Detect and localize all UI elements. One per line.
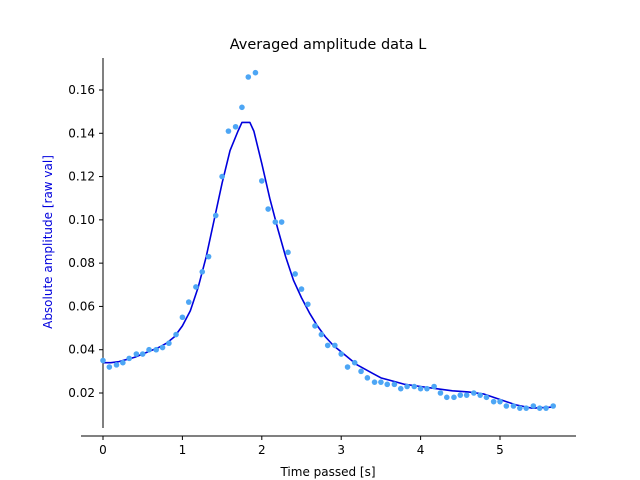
x-tick-label: 2	[258, 443, 266, 457]
x-axis-label: Time passed [s]	[279, 465, 375, 479]
data-point	[120, 359, 126, 366]
data-point	[100, 357, 106, 364]
y-ticks: 0.02 0.04 0.06 0.08 0.10 0.12 0.14 0.16	[68, 83, 103, 400]
data-point	[278, 219, 285, 225]
x-tick-label: 5	[496, 443, 504, 457]
data-point	[324, 342, 331, 349]
y-tick-label: 0.06	[68, 299, 95, 313]
data-point	[397, 385, 404, 392]
x-tick-label: 0	[99, 443, 107, 457]
data-point	[239, 104, 245, 111]
data-point	[193, 284, 199, 290]
data-point	[185, 299, 192, 305]
data-point	[424, 385, 430, 392]
data-point	[305, 301, 311, 308]
y-tick-label: 0.08	[68, 256, 95, 270]
data-point	[179, 314, 186, 321]
data-point	[113, 362, 120, 368]
data-point	[444, 394, 450, 401]
x-tick-label: 3	[337, 443, 345, 457]
data-point	[285, 249, 291, 256]
data-point	[483, 394, 490, 401]
data-point	[133, 351, 140, 357]
data-point	[106, 364, 113, 370]
data-point	[212, 212, 219, 219]
data-point	[199, 269, 206, 275]
y-tick-label: 0.16	[68, 83, 95, 97]
data-point	[232, 123, 239, 130]
chart-title: Averaged amplitude data L	[230, 37, 427, 53]
fit-line-layer	[103, 121, 554, 409]
data-point	[225, 128, 232, 134]
data-point	[332, 342, 338, 349]
data-point	[497, 398, 503, 405]
data-point	[126, 355, 132, 362]
data-point	[384, 381, 391, 388]
data-point	[344, 364, 351, 370]
data-point	[159, 344, 166, 351]
x-tick-label: 1	[179, 443, 187, 457]
data-point	[510, 403, 517, 409]
data-point	[543, 405, 549, 411]
y-tick-label: 0.14	[68, 126, 95, 140]
data-point	[530, 403, 537, 409]
scatter-points	[100, 69, 556, 411]
data-point	[437, 390, 444, 396]
data-point	[265, 206, 271, 212]
data-point	[351, 359, 358, 366]
data-point	[364, 375, 371, 381]
y-tick-label: 0.02	[68, 386, 95, 400]
data-point	[259, 178, 265, 184]
data-point	[550, 403, 556, 409]
y-tick-label: 0.04	[68, 343, 95, 357]
y-axis-label: Absolute amplitude [raw val]	[41, 155, 55, 329]
data-point	[272, 219, 279, 225]
data-point	[463, 392, 470, 398]
fit-line	[103, 121, 554, 409]
data-point	[536, 405, 543, 411]
data-point	[477, 392, 483, 398]
data-point	[391, 381, 398, 388]
data-point	[292, 271, 298, 277]
data-point	[503, 403, 510, 409]
axes	[81, 58, 576, 437]
x-ticks: 0 1 2 3 4 5	[99, 436, 504, 457]
data-point	[318, 331, 325, 338]
data-point	[411, 383, 418, 390]
data-point	[358, 368, 364, 375]
data-point	[517, 405, 523, 411]
data-point	[490, 398, 497, 405]
data-point	[139, 351, 146, 357]
data-point	[371, 379, 378, 385]
data-point	[173, 331, 179, 338]
y-tick-label: 0.10	[68, 213, 95, 227]
data-point	[457, 392, 464, 398]
data-point	[451, 394, 457, 401]
y-tick-label: 0.12	[68, 170, 95, 184]
data-point	[205, 253, 212, 260]
data-point	[245, 74, 252, 80]
data-point	[431, 383, 437, 390]
data-point	[378, 379, 384, 385]
data-point	[298, 286, 305, 292]
data-point	[471, 390, 477, 396]
data-point	[219, 173, 225, 180]
data-point	[312, 323, 318, 329]
x-tick-label: 4	[417, 443, 425, 457]
data-point	[252, 69, 259, 76]
data-point	[338, 351, 345, 357]
data-point	[146, 346, 152, 353]
data-point	[153, 346, 159, 353]
data-point	[404, 383, 410, 390]
data-point	[166, 340, 172, 347]
data-point	[523, 405, 529, 411]
data-point	[417, 385, 424, 392]
